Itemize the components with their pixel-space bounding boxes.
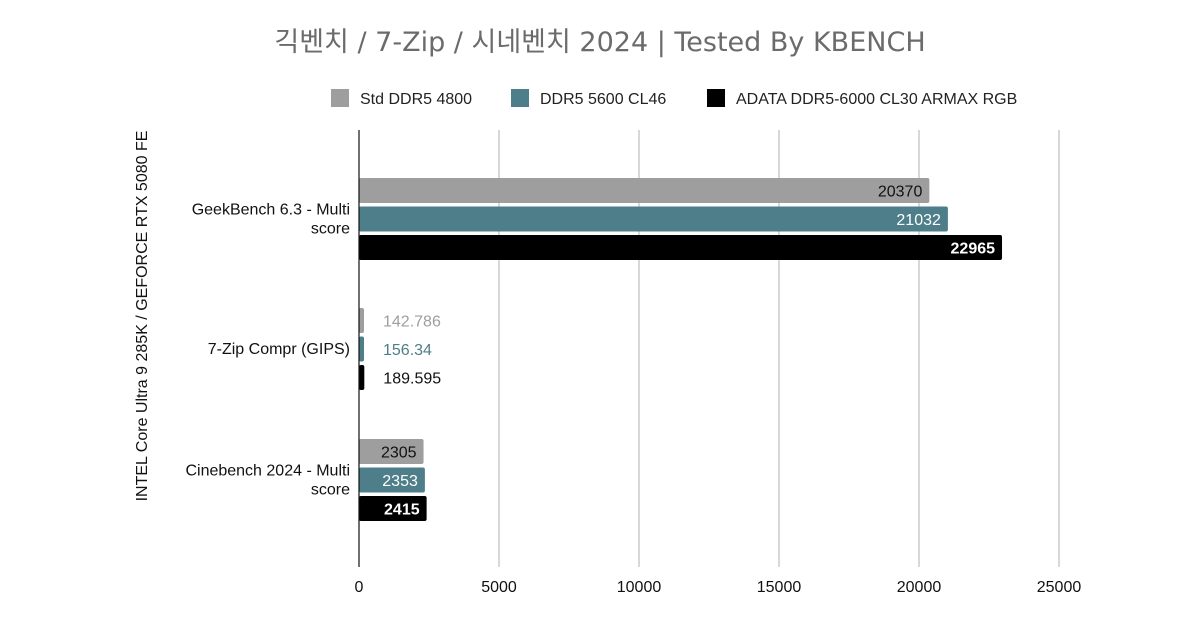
bar bbox=[359, 467, 425, 493]
legend: Std DDR5 4800 DDR5 5600 CL46 ADATA DDR5-60… bbox=[331, 89, 1017, 108]
y-axis-label: INTEL Core Ultra 9 285K / GEFORCE RTX 50… bbox=[134, 131, 151, 502]
legend-item: DDR5 5600 CL46 bbox=[511, 89, 666, 108]
legend-swatch bbox=[511, 89, 529, 107]
x-tick-label: 25000 bbox=[1037, 579, 1082, 596]
category-label-line: Cinebench 2024 - Multi bbox=[185, 463, 350, 480]
category-label-line: score bbox=[311, 221, 350, 238]
category-labels: GeekBench 6.3 - Multi score 7-Zip Compr (G… bbox=[185, 202, 350, 499]
bar bbox=[359, 235, 1003, 260]
chart-title: 긱벤치 / 7-Zip / 시네벤치 2024 | Tested By KBEN… bbox=[274, 27, 925, 58]
legend-label: DDR5 5600 CL46 bbox=[540, 91, 666, 108]
bar bbox=[359, 206, 948, 232]
x-tick-label: 5000 bbox=[481, 579, 517, 596]
category-label: 7-Zip Compr (GIPS) bbox=[208, 341, 350, 358]
x-tick-label: 10000 bbox=[617, 579, 662, 596]
x-tick-label: 15000 bbox=[757, 579, 802, 596]
data-labels: 20370 21032 22965 142.786 156.34 189.595 2305 2… bbox=[381, 184, 995, 519]
bar bbox=[359, 496, 427, 521]
data-label: 20370 bbox=[878, 184, 923, 201]
category-label-line: GeekBench 6.3 - Multi bbox=[192, 202, 350, 219]
legend-label: ADATA DDR5-6000 CL30 ARMAX RGB bbox=[736, 91, 1017, 108]
data-label: 189.595 bbox=[383, 371, 441, 388]
category-label: Cinebench 2024 - Multi score bbox=[185, 463, 350, 499]
data-label: 2415 bbox=[384, 502, 420, 519]
x-tick-label: 0 bbox=[355, 579, 364, 596]
data-label: 2305 bbox=[381, 445, 417, 462]
data-label: 156.34 bbox=[383, 342, 432, 359]
legend-swatch bbox=[707, 89, 725, 107]
bar bbox=[359, 365, 365, 390]
bar bbox=[359, 308, 364, 333]
bar bbox=[359, 439, 424, 464]
data-label: 142.786 bbox=[383, 314, 441, 331]
category-label: GeekBench 6.3 - Multi score bbox=[192, 202, 350, 238]
legend-item: ADATA DDR5-6000 CL30 ARMAX RGB bbox=[707, 89, 1017, 108]
data-label: 2353 bbox=[382, 473, 418, 490]
data-label: 22965 bbox=[951, 241, 996, 258]
legend-swatch bbox=[331, 89, 349, 107]
category-label-line: score bbox=[311, 482, 350, 499]
bars bbox=[359, 178, 1003, 521]
data-label: 21032 bbox=[896, 212, 941, 229]
bar bbox=[359, 336, 364, 362]
legend-label: Std DDR5 4800 bbox=[360, 91, 472, 108]
x-tick-labels: 0 5000 10000 15000 20000 25000 bbox=[355, 579, 1082, 596]
x-tick-label: 20000 bbox=[897, 579, 942, 596]
legend-item: Std DDR5 4800 bbox=[331, 89, 472, 108]
category-label-line: 7-Zip Compr (GIPS) bbox=[208, 341, 350, 358]
bar bbox=[359, 178, 930, 203]
